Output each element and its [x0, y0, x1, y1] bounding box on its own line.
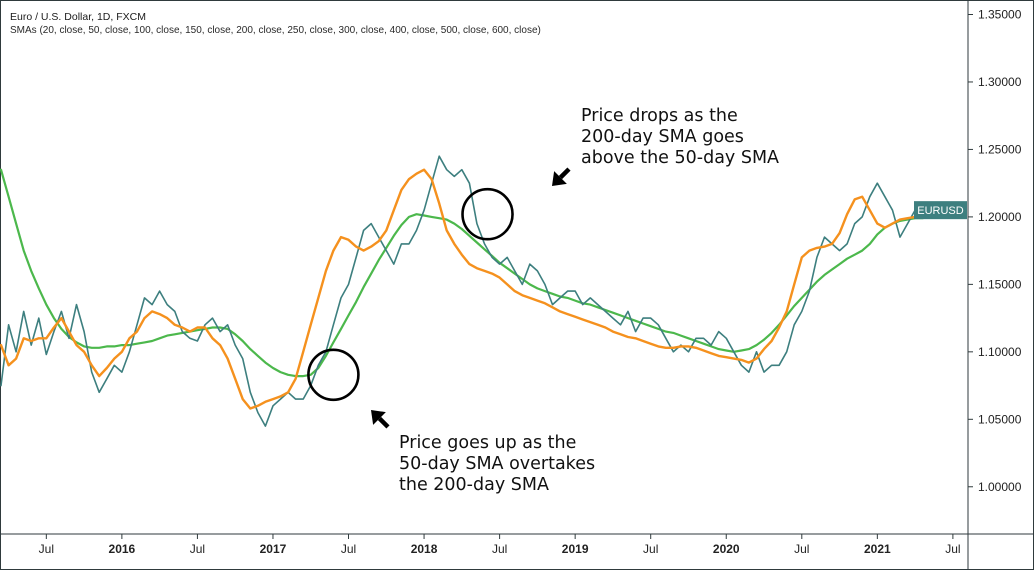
golden-cross-arrow	[371, 410, 390, 429]
death-cross-arrow	[552, 167, 571, 186]
y-tick-label: 1.20000	[978, 210, 1022, 224]
golden-cross-arrow-shaft	[377, 416, 390, 429]
golden-cross-arrow-head	[371, 410, 386, 425]
x-tick-label: Jul	[492, 542, 507, 556]
price-line	[0, 155, 924, 427]
x-tick-label: 2020	[713, 542, 740, 556]
sma200-line	[0, 168, 924, 378]
y-tick-label: 1.10000	[978, 345, 1022, 359]
y-tick-label: 1.30000	[978, 75, 1022, 89]
y-tick-label: 1.35000	[978, 7, 1022, 21]
price-badge-label: EURUSD	[917, 205, 964, 217]
x-tick-label: 2018	[411, 542, 438, 556]
x-tick-label: 2017	[260, 542, 287, 556]
x-tick-label: Jul	[341, 542, 356, 556]
legend-title: Euro / U.S. Dollar, 1D, FXCM	[10, 11, 146, 23]
golden-cross-circle	[307, 348, 360, 402]
sma50-line	[0, 168, 924, 410]
y-tick-label: 1.00000	[978, 480, 1022, 494]
x-tick-label: Jul	[945, 542, 960, 556]
marker-layer: EURUSD	[307, 167, 967, 429]
y-tick-label: 1.15000	[978, 277, 1022, 291]
x-tick-label: 2021	[864, 542, 891, 556]
death-cross-arrow-head	[552, 171, 567, 186]
x-tick-label: 2016	[109, 542, 136, 556]
x-tick-label: Jul	[643, 542, 658, 556]
price-badge	[914, 201, 967, 220]
legend-indicators: SMAs (20, close, 50, close, 100, close, …	[10, 25, 541, 36]
x-tick-label: Jul	[190, 542, 205, 556]
y-tick-label: 1.05000	[978, 412, 1022, 426]
x-tick-label: Jul	[794, 542, 809, 556]
series-layer	[0, 155, 924, 427]
y-tick-label: 1.25000	[978, 142, 1022, 156]
golden-cross-annotation: Price goes up as the 50-day SMA overtake…	[399, 433, 596, 495]
x-tick-label: 2019	[562, 542, 589, 556]
death-cross-annotation: Price drops as the 200-day SMA goes abov…	[581, 106, 780, 168]
x-tick-label: Jul	[39, 542, 54, 556]
death-cross-arrow-shaft	[558, 167, 571, 180]
death-cross-circle	[461, 187, 514, 241]
